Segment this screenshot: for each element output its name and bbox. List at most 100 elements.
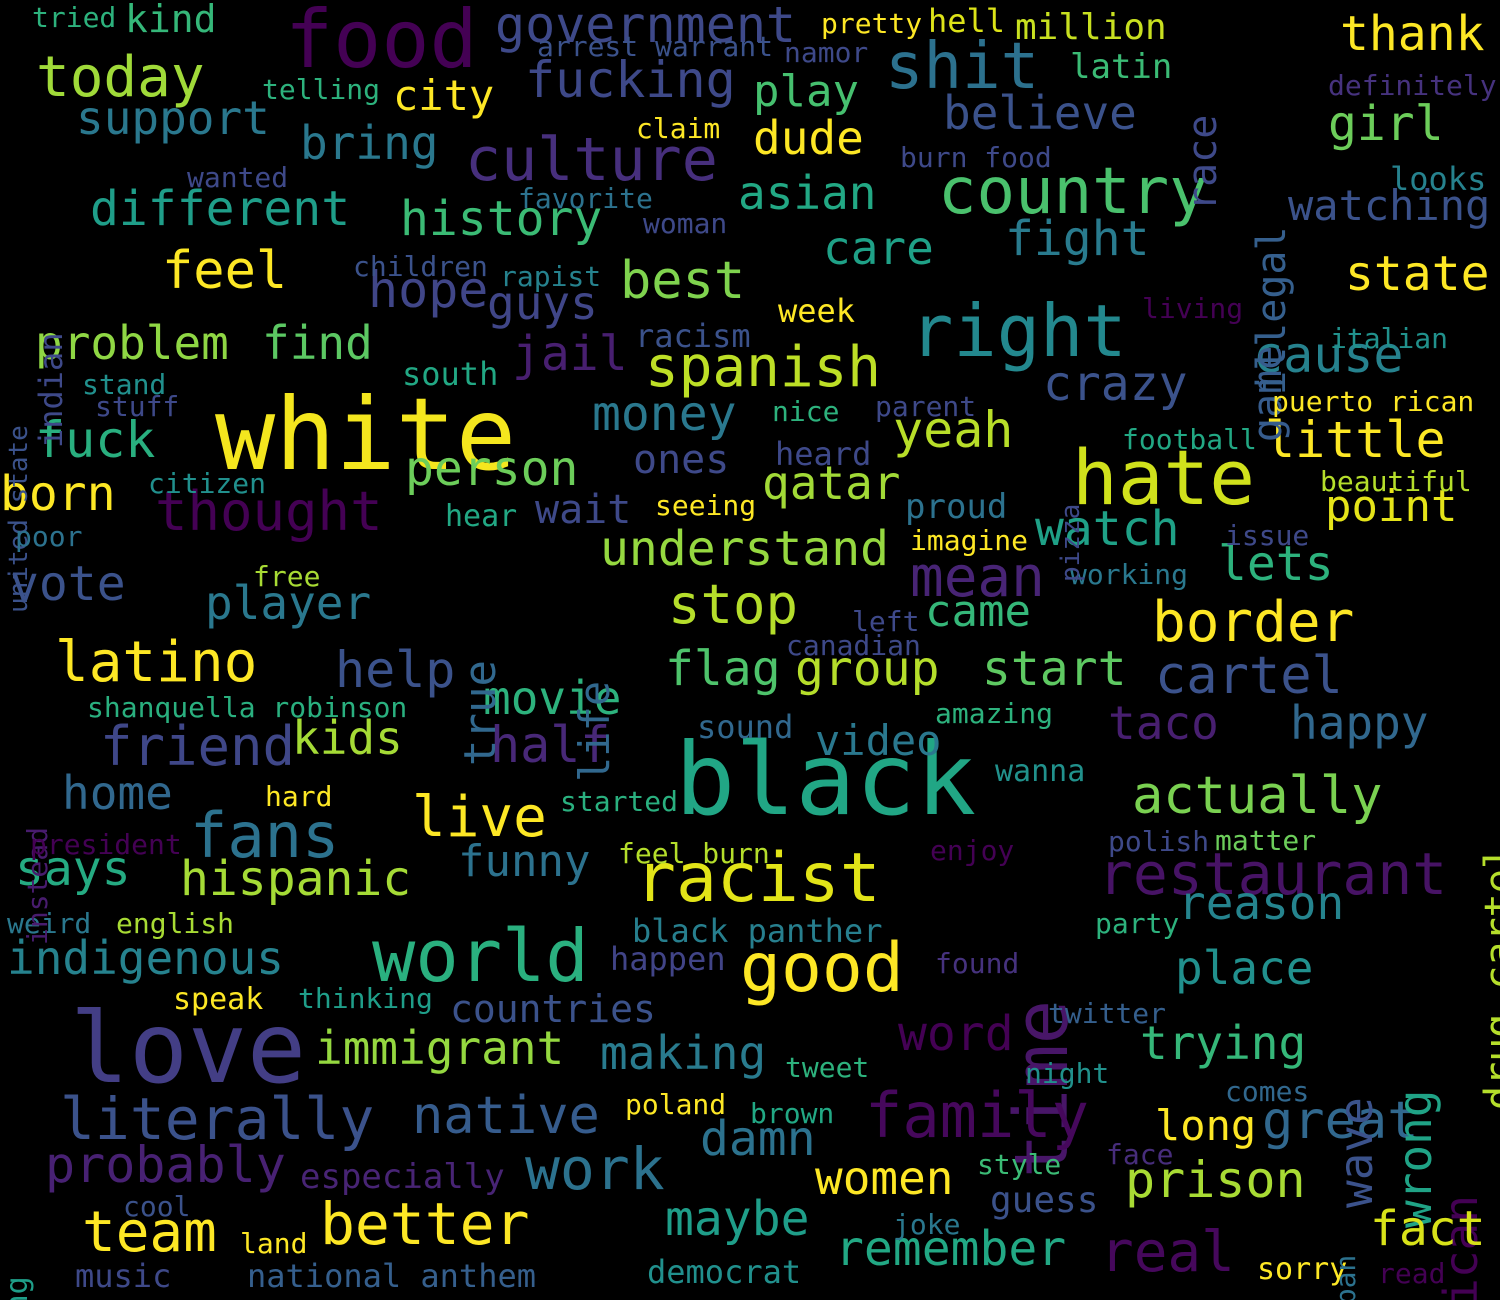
word-poland: poland (625, 1088, 727, 1121)
word-telling: telling (262, 73, 381, 106)
word-long: long (1155, 1101, 1257, 1150)
word-matter: matter (1215, 824, 1317, 857)
word-amazing: amazing (935, 697, 1054, 730)
word-cool: cool (123, 1190, 191, 1223)
word-pretty: pretty (821, 7, 923, 40)
word-actually: actually (1132, 766, 1383, 826)
word-polish: polish (1108, 825, 1210, 858)
word-movie: movie (483, 671, 622, 725)
word-week: week (778, 292, 856, 330)
word-party: party (1095, 907, 1180, 940)
word-wave: wave (1329, 1097, 1383, 1208)
word-football: football (1122, 423, 1257, 456)
word-says: says (15, 841, 131, 897)
word-comes: comes (1225, 1075, 1310, 1108)
word-brown: brown (750, 1097, 835, 1130)
word-tried: tried (32, 1, 117, 34)
word-money: money (592, 386, 737, 442)
word-canadian: canadian (786, 629, 921, 662)
word-literally: literally (60, 1085, 375, 1153)
word-family: family (865, 1079, 1089, 1152)
word-seeing: seeing (655, 489, 757, 522)
word-funny: funny (458, 836, 591, 887)
word-problem: problem (35, 316, 229, 370)
word-sorry: sorry (1257, 1252, 1348, 1287)
word-immigrant: immigrant (315, 1021, 565, 1075)
word-happen: happen (610, 940, 726, 978)
word-white: white (215, 376, 517, 493)
word-prison: prison (1125, 1151, 1306, 1209)
word-happy: happy (1290, 696, 1429, 750)
word-mean: mean (910, 545, 1045, 610)
word-fucking: fucking (525, 51, 736, 109)
word-border: border (1152, 590, 1355, 655)
word-president: president (30, 828, 182, 861)
word-shit: shit (885, 30, 1040, 104)
word-flag: flag (665, 641, 781, 697)
word-black-panther: black panther (632, 912, 883, 950)
word-million: million (1015, 7, 1167, 48)
word-stuff: stuff (95, 390, 180, 423)
word-ones: ones (633, 437, 730, 483)
word-start: start (982, 641, 1127, 697)
word-cause: cause (1253, 326, 1404, 384)
word-stand: stand (82, 368, 167, 401)
word-feel-burn: feel burn (618, 837, 770, 870)
word-thought: thought (155, 480, 383, 543)
word-place: place (1175, 941, 1314, 995)
word-italian: italian (1330, 322, 1449, 355)
word-lets: lets (1218, 536, 1334, 592)
word-guess: guess (990, 1180, 1099, 1221)
word-wanted: wanted (187, 161, 289, 194)
word-land: land (240, 1227, 308, 1260)
word-native: native (412, 1086, 600, 1146)
word-music: music (75, 1257, 172, 1295)
word-children: children (353, 250, 488, 283)
word-kids: kids (292, 711, 403, 765)
word-hell: hell (928, 2, 1006, 40)
word-different: different (90, 181, 351, 237)
word-weird: weird (7, 907, 92, 940)
word-latin: latin (1070, 47, 1173, 87)
word-pizza: pizza (1056, 503, 1086, 582)
word-indian: indian (32, 332, 70, 448)
word-believe: believe (943, 86, 1137, 140)
word-latino: latino (55, 630, 258, 695)
word-thanksgiving: thanksgiving (0, 1276, 35, 1300)
word-hear: hear (445, 499, 518, 534)
word-cartel: cartel (1155, 646, 1343, 706)
word-rapist: rapist (500, 260, 602, 293)
word-imagine: imagine (910, 524, 1029, 557)
word-left: left (852, 605, 920, 638)
word-probably: probably (45, 1136, 286, 1194)
word-feel: feel (162, 241, 288, 301)
word-indigenous: indigenous (7, 931, 284, 985)
word-remember: remember (835, 1221, 1067, 1277)
word-person: person (405, 441, 579, 497)
word-thank: thank (1340, 6, 1485, 62)
word-hard: hard (265, 780, 333, 813)
word-free: free (253, 560, 321, 593)
word-work: work (525, 1135, 665, 1203)
word-dude: dude (753, 111, 864, 165)
word-puerto-rican: puerto rican (1272, 385, 1475, 418)
word-beautiful: beautiful (1320, 465, 1472, 498)
word-looks: looks (1390, 160, 1487, 198)
word-home: home (62, 766, 173, 820)
word-taco: taco (1108, 696, 1219, 750)
word-hispanic: hispanic (180, 851, 412, 907)
word-best: best (620, 251, 746, 311)
word-democrat: democrat (647, 1253, 802, 1291)
word-national-anthem: national anthem (247, 1257, 536, 1295)
word-stop: stop (668, 573, 799, 636)
word-great: great (1262, 1091, 1419, 1151)
word-today: today (36, 45, 205, 110)
word-city: city (393, 71, 495, 120)
word-little: little (1265, 411, 1446, 469)
word-restaurant: restaurant (1098, 840, 1448, 908)
word-girl: girl (1328, 96, 1444, 152)
word-qatar: qatar (762, 456, 901, 510)
word-friend: friend (100, 715, 296, 778)
word-started: started (560, 785, 679, 818)
